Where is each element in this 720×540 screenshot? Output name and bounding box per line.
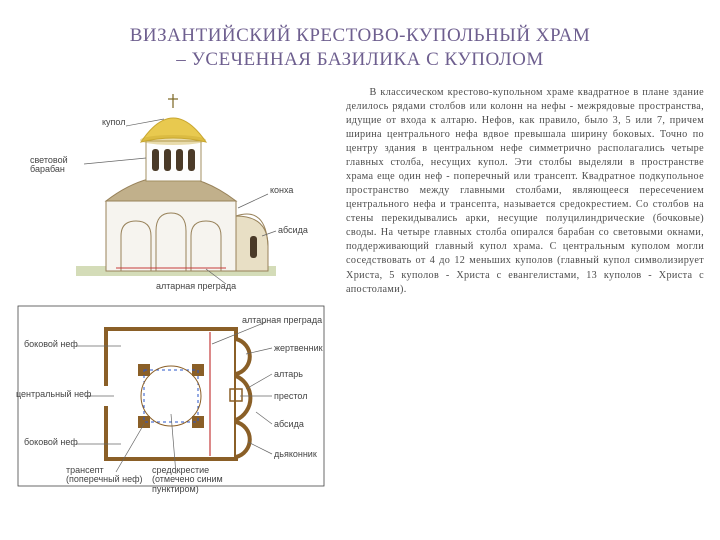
label-transept: трансепт (поперечный неф) [66, 466, 143, 486]
figures-column: купол световой барабан конха абсида алта… [16, 86, 326, 499]
label-altar-screen: алтарная преграда [156, 282, 236, 292]
label-side-nave-1: боковой неф [24, 340, 78, 350]
dome-base [140, 135, 206, 145]
label-dome: купол [102, 118, 125, 128]
main-wall [106, 201, 236, 271]
label-altar: алтарь [274, 370, 303, 380]
plan-apse-s [236, 422, 250, 457]
drum-window [164, 149, 171, 171]
apse-window [250, 236, 257, 258]
label-apse: абсида [278, 226, 308, 236]
title-line-2: – УСЕЧЕННАЯ БАЗИЛИКА С КУПОЛОМ [176, 49, 544, 70]
plan-figure: боковой неф центральный неф боковой неф … [16, 304, 326, 499]
content-row: купол световой барабан конха абсида алта… [0, 86, 720, 499]
title-line-1: ВИЗАНТИЙСКИЙ КРЕСТОВО-КУПОЛЬНЫЙ ХРАМ [130, 25, 591, 46]
label-light-drum: световой барабан [30, 156, 68, 176]
label-sacrifice: жертвенник [274, 344, 323, 354]
label-plan-apse: абсида [274, 420, 304, 430]
label-side-nave-2: боковой неф [24, 438, 78, 448]
leader [238, 194, 268, 208]
label-crossing: средокрестие (отмечено синим пунктиром) [152, 466, 223, 496]
body-paragraph: В классическом крестово-купольном храме … [346, 86, 704, 297]
page-title: ВИЗАНТИЙСКИЙ КРЕСТОВО-КУПОЛЬНЫЙ ХРАМ – У… [0, 0, 720, 86]
plan-apse-c [236, 376, 250, 420]
label-plan-altar-screen: алтарная преграда [242, 316, 322, 326]
label-central-nave: центральный неф [16, 390, 91, 400]
plan-apse-n [236, 339, 250, 374]
label-diaconicon: дьяконник [274, 450, 317, 460]
label-conch: конха [270, 186, 293, 196]
leader [256, 412, 272, 424]
elevation-figure: купол световой барабан конха абсида алта… [16, 86, 326, 296]
plan-outer-wall [106, 329, 236, 459]
leader [246, 374, 272, 389]
leader [84, 158, 146, 164]
leader [248, 442, 272, 454]
text-column: В классическом крестово-купольном храме … [326, 86, 704, 499]
drum-window [188, 149, 195, 171]
label-throne: престол [274, 392, 307, 402]
drum-window [176, 149, 183, 171]
drum-window [152, 149, 159, 171]
